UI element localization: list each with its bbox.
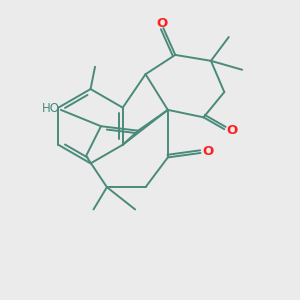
Text: O: O	[202, 145, 214, 158]
Text: O: O	[226, 124, 237, 137]
Text: O: O	[156, 16, 167, 30]
Text: HO: HO	[41, 102, 59, 115]
